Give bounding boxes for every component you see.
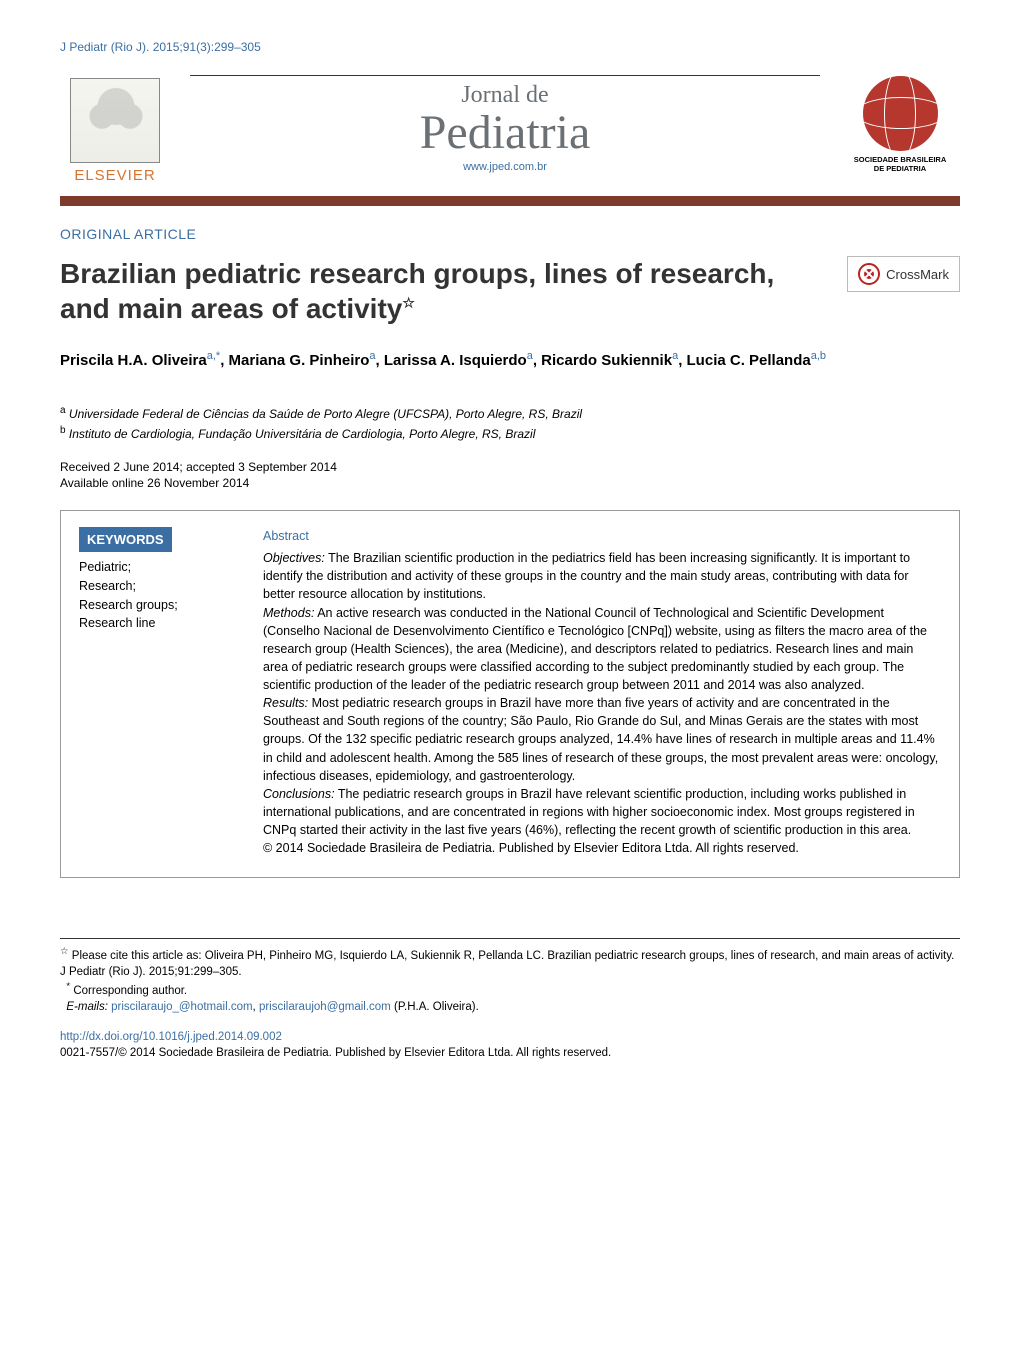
elsevier-wordmark: ELSEVIER [74, 167, 155, 184]
keywords-list: Pediatric;Research;Research groups;Resea… [79, 558, 239, 633]
issn-copyright: 0021-7557/© 2014 Sociedade Brasileira de… [60, 1047, 611, 1059]
received-accepted: Received 2 June 2014; accepted 3 Septemb… [60, 459, 960, 476]
elsevier-logo: ELSEVIER [60, 64, 170, 184]
cite-star: ☆ [60, 946, 69, 957]
keyword-item: Pediatric; [79, 558, 239, 577]
abstract-objectives: Objectives: The Brazilian scientific pro… [263, 549, 941, 603]
corr-star: * [66, 981, 70, 992]
conclusions-label: Conclusions: [263, 787, 335, 801]
journal-title-big: Pediatria [190, 109, 820, 157]
objectives-text: The Brazilian scientific production in t… [263, 551, 910, 601]
corr-text: Corresponding author. [73, 985, 187, 997]
crossmark-badge[interactable]: CrossMark [847, 256, 960, 292]
results-label: Results: [263, 696, 308, 710]
sbp-globe-icon [863, 76, 938, 151]
elsevier-tree-icon [70, 78, 160, 163]
crossmark-label: CrossMark [886, 267, 949, 282]
conclusions-text: The pediatric research groups in Brazil … [263, 787, 915, 837]
article-title-text: Brazilian pediatric research groups, lin… [60, 258, 774, 324]
abstract-heading: Abstract [263, 527, 941, 545]
affiliations: a Universidade Federal de Ciências da Sa… [60, 403, 960, 443]
header-rule [60, 196, 960, 206]
corresponding-author-footnote: * Corresponding author. [60, 980, 960, 999]
abstract-box: KEYWORDS Pediatric;Research;Research gro… [60, 510, 960, 878]
emails-label: E-mails: [66, 1001, 108, 1013]
doi-link[interactable]: http://dx.doi.org/10.1016/j.jped.2014.09… [60, 1031, 282, 1043]
crossmark-icon [858, 263, 880, 285]
page-footer: http://dx.doi.org/10.1016/j.jped.2014.09… [60, 1029, 960, 1061]
running-head-citation: J Pediatr (Rio J). 2015;91(3):299–305 [60, 40, 960, 54]
sbp-text-line1: SOCIEDADE BRASILEIRA [854, 155, 947, 164]
abstract-copyright: © 2014 Sociedade Brasileira de Pediatria… [263, 839, 941, 857]
abstract-methods: Methods: An active research was conducte… [263, 604, 941, 695]
title-row: Brazilian pediatric research groups, lin… [60, 256, 960, 326]
cite-text: Please cite this article as: Oliveira PH… [60, 950, 954, 978]
sbp-logo: SOCIEDADE BRASILEIRA DE PEDIATRIA [840, 64, 960, 184]
article-dates: Received 2 June 2014; accepted 3 Septemb… [60, 459, 960, 493]
abstract-results: Results: Most pediatric research groups … [263, 694, 941, 785]
methods-label: Methods: [263, 606, 314, 620]
keyword-item: Research line [79, 614, 239, 633]
author-email-2[interactable]: priscilaraujoh@gmail.com [259, 1001, 391, 1013]
author-email-1[interactable]: priscilaraujo_@hotmail.com [111, 1001, 252, 1013]
available-online: Available online 26 November 2014 [60, 475, 960, 492]
emails-footnote: E-mails: priscilaraujo_@hotmail.com, pri… [60, 999, 960, 1015]
abstract-conclusions: Conclusions: The pediatric research grou… [263, 785, 941, 839]
sbp-logo-text: SOCIEDADE BRASILEIRA DE PEDIATRIA [854, 155, 947, 173]
journal-title-block: Jornal de Pediatria www.jped.com.br [190, 75, 820, 173]
keywords-heading: KEYWORDS [79, 527, 172, 552]
title-footnote-star: ☆ [402, 295, 415, 311]
footnotes: ☆ Please cite this article as: Oliveira … [60, 938, 960, 1015]
article-type-label: ORIGINAL ARTICLE [60, 226, 960, 242]
keyword-item: Research groups; [79, 596, 239, 615]
sbp-text-line2: DE PEDIATRIA [874, 164, 926, 173]
keywords-column: KEYWORDS Pediatric;Research;Research gro… [79, 527, 239, 857]
objectives-label: Objectives: [263, 551, 325, 565]
results-text: Most pediatric research groups in Brazil… [263, 696, 938, 783]
cite-as-footnote: ☆ Please cite this article as: Oliveira … [60, 945, 960, 980]
email-owner: (P.H.A. Oliveira). [394, 1001, 479, 1013]
keyword-item: Research; [79, 577, 239, 596]
article-title: Brazilian pediatric research groups, lin… [60, 256, 827, 326]
author-list: Priscila H.A. Oliveiraa,*, Mariana G. Pi… [60, 348, 960, 373]
journal-url[interactable]: www.jped.com.br [190, 161, 820, 173]
abstract-column: Abstract Objectives: The Brazilian scien… [263, 527, 941, 857]
methods-text: An active research was conducted in the … [263, 606, 927, 693]
journal-header: ELSEVIER Jornal de Pediatria www.jped.co… [60, 64, 960, 192]
journal-title-small: Jornal de [190, 82, 820, 109]
